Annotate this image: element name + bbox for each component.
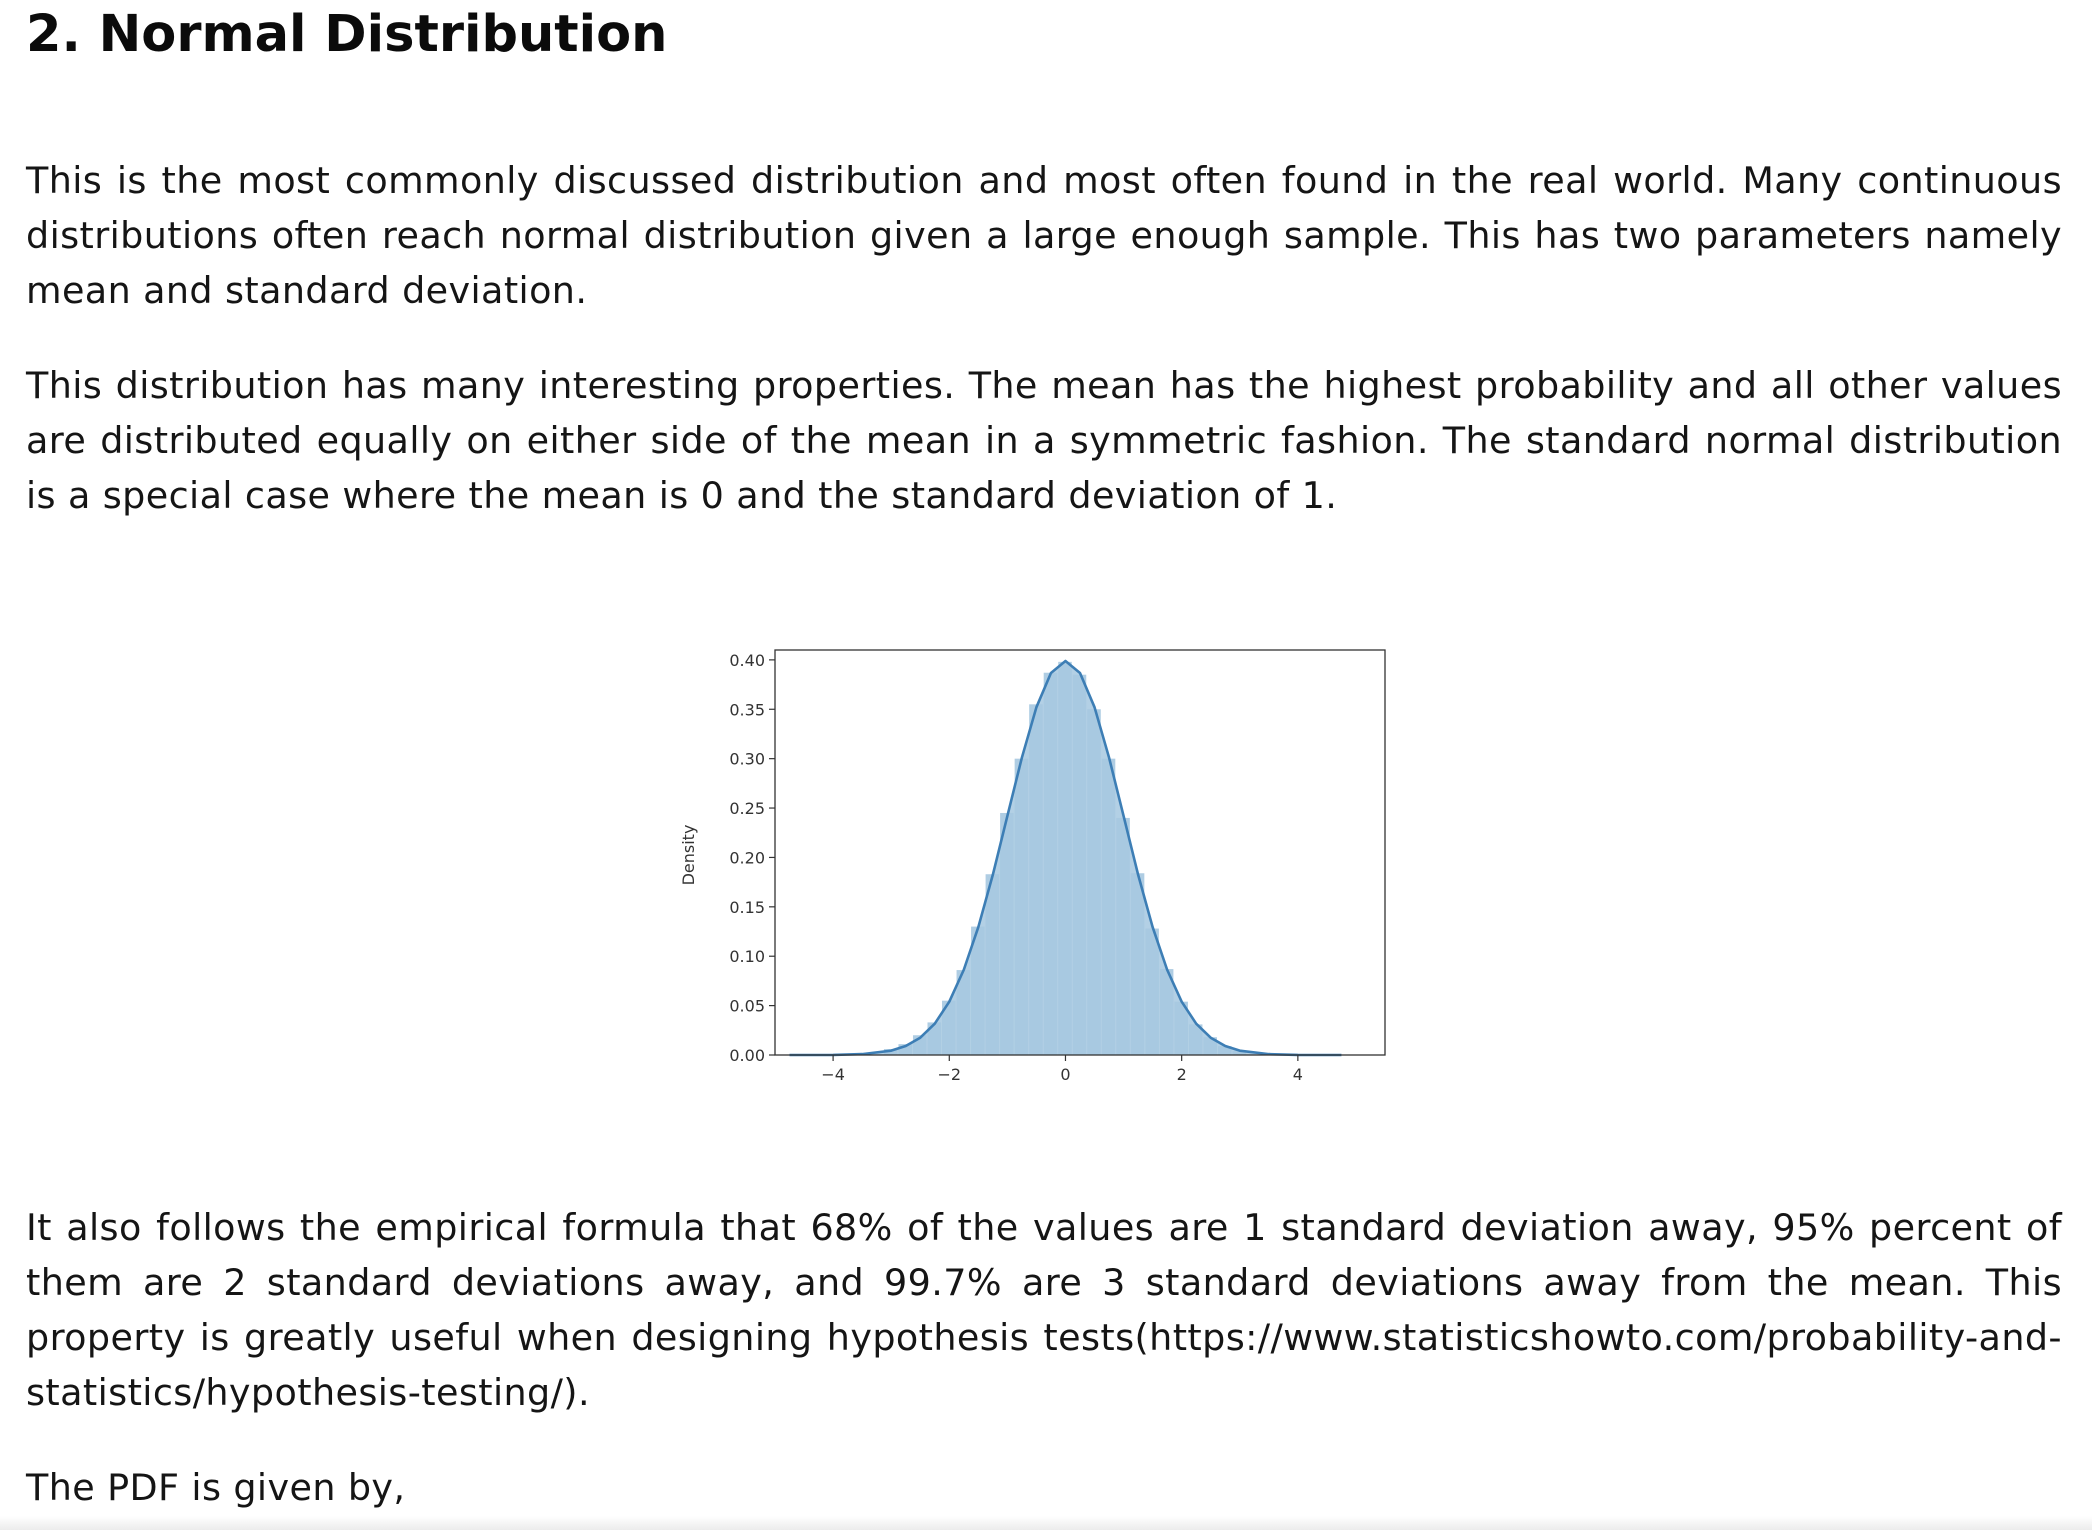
histogram-bar xyxy=(985,874,1000,1055)
paragraph-empirical-rule: It also follows the empirical formula th… xyxy=(26,1206,2062,1414)
histogram-bar xyxy=(1130,873,1145,1055)
plot-frame xyxy=(774,649,1386,1056)
x-tick-label: 4 xyxy=(1293,1065,1303,1084)
histogram-bar xyxy=(1174,1001,1188,1055)
histogram-bar xyxy=(971,926,985,1055)
histogram-bar xyxy=(1014,758,1029,1055)
kde-line xyxy=(789,659,1342,1057)
histogram-bar xyxy=(1058,661,1072,1055)
histogram-bar xyxy=(1159,969,1174,1055)
x-tick-label: 0 xyxy=(1060,1065,1070,1084)
histogram-bar xyxy=(1043,672,1058,1055)
x-tick-label: 2 xyxy=(1177,1065,1187,1084)
y-tick-label: 0.00 xyxy=(729,1046,765,1065)
y-tick-label: 0.25 xyxy=(729,799,765,818)
histogram-bar xyxy=(1101,758,1116,1055)
paragraph-pdf-intro: The PDF is given by, xyxy=(26,1466,406,1509)
x-tick-label: −4 xyxy=(821,1065,845,1084)
paragraph-intro: This is the most commonly discussed dist… xyxy=(26,159,2062,312)
y-tick-label: 0.40 xyxy=(729,651,765,670)
y-tick-label: 0.20 xyxy=(729,848,765,867)
histogram-bar xyxy=(1116,817,1130,1055)
histogram-bar xyxy=(1087,709,1101,1055)
paragraph-properties: This distribution has many interesting p… xyxy=(26,364,2062,517)
section-heading: 2. Normal Distribution xyxy=(26,5,668,64)
histogram-bar xyxy=(883,1049,898,1055)
y-tick-label: 0.05 xyxy=(729,997,765,1016)
y-tick-label: 0.35 xyxy=(729,700,765,719)
histogram-bar xyxy=(927,1022,942,1055)
x-tick-label: −2 xyxy=(937,1065,961,1084)
histogram-bar xyxy=(1217,1046,1232,1055)
histogram-bar xyxy=(898,1044,912,1055)
normal-distribution-chart: Density 0.00 0.05 0.10 0.15 0.20 0.25 0.30 0.35… xyxy=(670,630,1400,1100)
histogram-bar xyxy=(1203,1037,1217,1055)
y-axis-label: Density xyxy=(679,825,698,886)
y-tick-label: 0.15 xyxy=(729,898,765,917)
histogram-bar xyxy=(1232,1051,1247,1055)
histogram-bar xyxy=(942,1000,956,1055)
histogram-bar xyxy=(1029,704,1043,1055)
histogram-bar xyxy=(1188,1024,1203,1055)
bottom-shadow xyxy=(0,1516,2092,1530)
histogram-bar xyxy=(1145,928,1159,1055)
histogram-bar xyxy=(1072,674,1087,1055)
histogram-bar xyxy=(1000,812,1014,1055)
y-tick-label: 0.30 xyxy=(729,750,765,769)
y-tick-label: 0.10 xyxy=(729,947,765,966)
histogram-bar xyxy=(956,970,971,1055)
